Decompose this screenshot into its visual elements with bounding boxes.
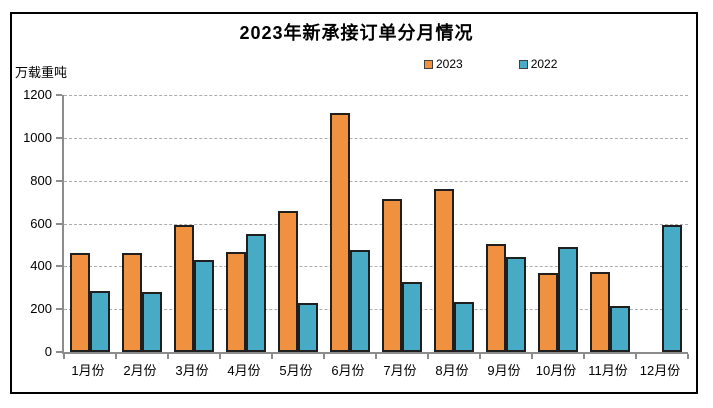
bar-2023-2月份 bbox=[122, 252, 142, 352]
bar-2022-5月份 bbox=[298, 302, 318, 352]
y-tick-label: 1000 bbox=[23, 129, 52, 145]
bar-2023-10月份 bbox=[538, 272, 558, 352]
chart-frame bbox=[10, 12, 698, 394]
bar-2023-9月份 bbox=[486, 243, 506, 352]
x-axis-tick bbox=[219, 354, 221, 359]
x-axis-label: 11月份 bbox=[588, 363, 628, 378]
legend: 2023 2022 bbox=[424, 57, 557, 71]
category-10月份 bbox=[532, 95, 584, 352]
bar-2022-6月份 bbox=[350, 250, 370, 352]
legend-swatch-2022 bbox=[518, 59, 528, 69]
x-axis-tick bbox=[478, 354, 481, 359]
bar-2022-9月份 bbox=[506, 257, 526, 352]
x-axis-tick bbox=[166, 354, 169, 359]
category-12月份 bbox=[636, 95, 688, 352]
y-axis-tick-labels: 0 200 400 600 800 1000 1200 bbox=[0, 87, 52, 359]
x-axis-label: 5月份 bbox=[279, 363, 313, 378]
bar-2023-8月份 bbox=[434, 188, 454, 352]
x-axis-label: 6月份 bbox=[331, 363, 365, 378]
gridline bbox=[64, 95, 688, 96]
bar-2023-7月份 bbox=[382, 198, 402, 352]
x-axis-label: 10月份 bbox=[535, 363, 577, 378]
y-axis-tick bbox=[56, 136, 62, 139]
y-tick-label: 800 bbox=[30, 172, 52, 188]
x-axis-tick bbox=[635, 354, 637, 359]
y-axis-tick bbox=[56, 94, 62, 96]
x-axis-tick bbox=[114, 354, 117, 359]
x-axis-label: 7月份 bbox=[383, 363, 417, 378]
plot-area bbox=[56, 94, 689, 359]
gridline bbox=[64, 309, 688, 311]
bar-2023-4月份 bbox=[226, 251, 246, 352]
category-9月份 bbox=[480, 95, 532, 352]
gridline bbox=[64, 137, 688, 139]
category-5月份 bbox=[272, 95, 324, 352]
x-axis-tick bbox=[323, 354, 325, 359]
category-4月份 bbox=[220, 95, 272, 352]
bar-2023-1月份 bbox=[70, 253, 90, 352]
category-7月份 bbox=[376, 95, 428, 352]
x-axis-tick bbox=[63, 354, 65, 359]
category-1月份 bbox=[64, 95, 116, 352]
x-axis-label: 4月份 bbox=[227, 363, 261, 378]
x-axis-labels: 1月份 2月份 3月份 4月份 5月份 6月份 7月份 8月份 9月份 10月份 11月份 12月份 bbox=[62, 360, 686, 379]
x-axis-label: 12月份 bbox=[639, 363, 681, 378]
bars-container bbox=[64, 95, 688, 352]
x-axis-label: 1月份 bbox=[71, 363, 105, 378]
bar-2022-3月份 bbox=[194, 260, 214, 352]
category-2月份 bbox=[116, 95, 168, 352]
bar-2022-7月份 bbox=[402, 281, 422, 352]
x-axis-tick bbox=[427, 354, 429, 359]
y-tick-label: 1200 bbox=[23, 87, 52, 102]
y-tick-label: 0 bbox=[44, 344, 52, 359]
bar-2023-11月份 bbox=[590, 271, 610, 352]
gridline bbox=[64, 266, 688, 268]
bar-2022-11月份 bbox=[610, 305, 630, 352]
x-axis-tick bbox=[531, 354, 533, 359]
y-axis-tick bbox=[56, 351, 62, 353]
x-axis-tick bbox=[375, 354, 377, 359]
x-axis-label: 9月份 bbox=[487, 363, 521, 378]
legend-item-2023: 2023 bbox=[424, 57, 463, 71]
bar-2023-5月份 bbox=[278, 210, 298, 352]
bar-2022-12月份 bbox=[662, 225, 682, 352]
category-8月份 bbox=[428, 95, 480, 352]
bar-2023-6月份 bbox=[330, 112, 350, 352]
bar-2022-10月份 bbox=[558, 247, 578, 352]
legend-item-2022: 2022 bbox=[518, 57, 558, 71]
bar-2023-3月份 bbox=[174, 224, 194, 352]
bar-2022-4月份 bbox=[246, 234, 266, 352]
legend-label: 2023 bbox=[436, 57, 463, 71]
y-axis-unit-label: 万载重吨 bbox=[15, 65, 68, 80]
category-6月份 bbox=[324, 95, 376, 352]
y-axis-tick bbox=[56, 308, 62, 311]
bar-2022-2月份 bbox=[142, 291, 162, 352]
y-axis-tick bbox=[56, 265, 62, 268]
x-axis-label: 2月份 bbox=[123, 363, 157, 378]
bar-2022-1月份 bbox=[90, 291, 110, 352]
gridline bbox=[64, 180, 688, 182]
x-axis-label: 3月份 bbox=[175, 363, 209, 378]
y-axis-tick bbox=[56, 222, 62, 225]
gridline bbox=[64, 223, 688, 225]
bar-2022-8月份 bbox=[454, 302, 474, 352]
category-3月份 bbox=[168, 95, 220, 352]
y-tick-label: 200 bbox=[30, 301, 52, 317]
x-axis-label: 8月份 bbox=[435, 363, 469, 378]
x-axis-tick bbox=[270, 354, 273, 359]
category-11月份 bbox=[584, 95, 636, 352]
legend-label: 2022 bbox=[530, 57, 558, 71]
y-axis-tick bbox=[56, 179, 62, 182]
x-axis-tick bbox=[687, 354, 689, 359]
chart-title: 2023年新承接订单分月情况 bbox=[239, 23, 474, 43]
legend-swatch-2023 bbox=[424, 59, 433, 69]
y-tick-label: 400 bbox=[30, 258, 52, 274]
x-axis-tick bbox=[583, 354, 585, 359]
y-tick-label: 600 bbox=[30, 215, 52, 231]
